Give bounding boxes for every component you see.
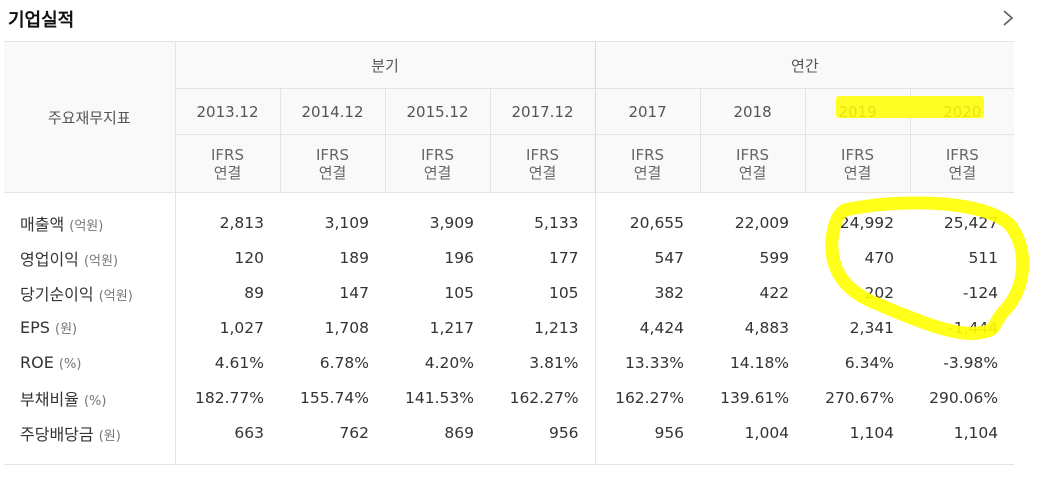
- table-cell: 956: [490, 415, 596, 465]
- basis-header: IFRS 연결: [279, 134, 385, 193]
- table-cell: -1,444: [948, 318, 999, 337]
- table-cell: 422: [759, 283, 790, 302]
- table-cell: 1,708: [324, 318, 369, 337]
- table-row: ROE (%) 4.61% 6.78% 4.20% 3.81% 13.33% 1…: [4, 345, 1014, 380]
- table-cell: 139.61%: [720, 388, 790, 407]
- table-cell: 196: [444, 248, 474, 267]
- table-row: 매출액 (억원) 2,813 3,109 3,909 5,133 20,655 …: [4, 192, 1014, 240]
- table-cell: 1,104: [805, 415, 911, 465]
- period-header: 2013.12: [174, 88, 280, 135]
- table-cell: 20,655: [594, 192, 701, 240]
- table-cell: 6.34%: [844, 353, 895, 372]
- table-cell: -124: [962, 283, 999, 302]
- group-annual: 연간: [594, 41, 1015, 89]
- row-label: 주당배당금 (원): [4, 415, 175, 465]
- table-row: EPS (원) 1,027 1,708 1,217 1,213 4,424 4,…: [4, 310, 1014, 345]
- table-row: 영업이익 (억원) 120 189 196 177 547 599 470 51…: [4, 240, 1014, 275]
- row-label: EPS (원): [20, 318, 78, 337]
- row-label: 당기순이익 (억원): [20, 284, 133, 304]
- basis-header: IFRS 연결: [384, 134, 490, 193]
- table-cell: 25,427: [943, 213, 999, 232]
- table-cell: 470: [864, 248, 895, 267]
- table-cell: 1,027: [174, 310, 280, 345]
- row-label: 부채비율 (%): [20, 389, 107, 409]
- table-cell: 2,813: [174, 192, 280, 240]
- table-cell: 4.20%: [424, 353, 474, 372]
- period-header: 2018: [699, 88, 806, 135]
- table-cell: 547: [594, 240, 701, 275]
- table-cell: 13.33%: [594, 345, 701, 380]
- table-cell: 290.06%: [929, 388, 999, 407]
- table-cell: 6.78%: [319, 353, 369, 372]
- table-cell: 202: [864, 283, 895, 302]
- table-cell: 1,104: [910, 415, 1015, 465]
- table-cell: 177: [548, 248, 579, 267]
- section-title: 기업실적: [8, 10, 75, 31]
- table-cell: 105: [444, 283, 474, 302]
- table-cell: 663: [174, 415, 280, 465]
- chevron-right-icon[interactable]: [998, 8, 1018, 28]
- table-cell: 2,341: [849, 318, 895, 337]
- table-cell: 1,213: [534, 318, 579, 337]
- table-cell: 511: [968, 248, 999, 267]
- table-cell: 14.18%: [729, 353, 790, 372]
- basis-header: IFRS 연결: [804, 134, 911, 193]
- table-cell: -3.98%: [943, 353, 999, 372]
- period-header: 2015.12: [384, 88, 490, 135]
- table-cell: 869: [385, 415, 490, 465]
- basis-header: IFRS 연결: [909, 134, 1015, 193]
- table-cell: 3,909: [429, 213, 474, 232]
- table-cell: 24,992: [839, 213, 895, 232]
- basis-header: IFRS 연결: [594, 134, 701, 193]
- table-cell: 1,004: [700, 415, 806, 465]
- table-row: 부채비율 (%) 182.77% 155.74% 141.53% 162.27%…: [4, 380, 1014, 415]
- table-cell: 22,009: [734, 213, 790, 232]
- table-cell: 89: [174, 275, 280, 310]
- table-cell: 120: [174, 240, 280, 275]
- basis-header: IFRS 연결: [699, 134, 806, 193]
- basis-header: IFRS 연결: [174, 134, 280, 193]
- table-cell: 3.81%: [529, 353, 579, 372]
- row-label: ROE (%): [20, 353, 82, 372]
- period-header: 2017.12: [489, 88, 596, 135]
- row-label: 매출액 (억원): [20, 214, 104, 234]
- row-label: 영업이익 (억원): [20, 249, 119, 269]
- row-header-label: 주요재무지표: [4, 41, 175, 193]
- table-cell: 382: [594, 275, 701, 310]
- table-cell: 189: [339, 248, 369, 267]
- period-header: 2014.12: [279, 88, 385, 135]
- period-header: 2019: [804, 88, 911, 135]
- table-cell: 155.74%: [300, 388, 369, 407]
- table-cell: 147: [339, 283, 369, 302]
- table-cell: 762: [280, 415, 385, 465]
- basis-header: IFRS 연결: [489, 134, 596, 193]
- table-row: 당기순이익 (억원) 89 147 105 105 382 422 202 -1…: [4, 275, 1014, 310]
- table-cell: 182.77%: [174, 380, 280, 415]
- table-cell: 4,424: [594, 310, 701, 345]
- table-cell: 4,883: [744, 318, 790, 337]
- table-cell: 599: [759, 248, 790, 267]
- table-cell: 270.67%: [825, 388, 895, 407]
- table-cell: 5,133: [534, 213, 579, 232]
- period-header: 2020: [909, 88, 1015, 135]
- table-cell: 162.27%: [509, 388, 579, 407]
- table-cell: 4.61%: [174, 345, 280, 380]
- group-quarterly: 분기: [174, 41, 596, 89]
- table-cell: 3,109: [324, 213, 369, 232]
- financial-summary-table: 주요재무지표 분기 연간 2013.12 2014.12 2015.12 201…: [4, 41, 1015, 465]
- table-cell: 956: [594, 415, 701, 465]
- table-cell: 1,217: [429, 318, 474, 337]
- table-cell: 162.27%: [594, 380, 701, 415]
- period-header: 2017: [594, 88, 701, 135]
- table-cell: 141.53%: [405, 388, 474, 407]
- table-cell: 105: [548, 283, 579, 302]
- table-row: 주당배당금 (원) 663 762 869 956 956 1,004 1,10…: [4, 415, 1015, 465]
